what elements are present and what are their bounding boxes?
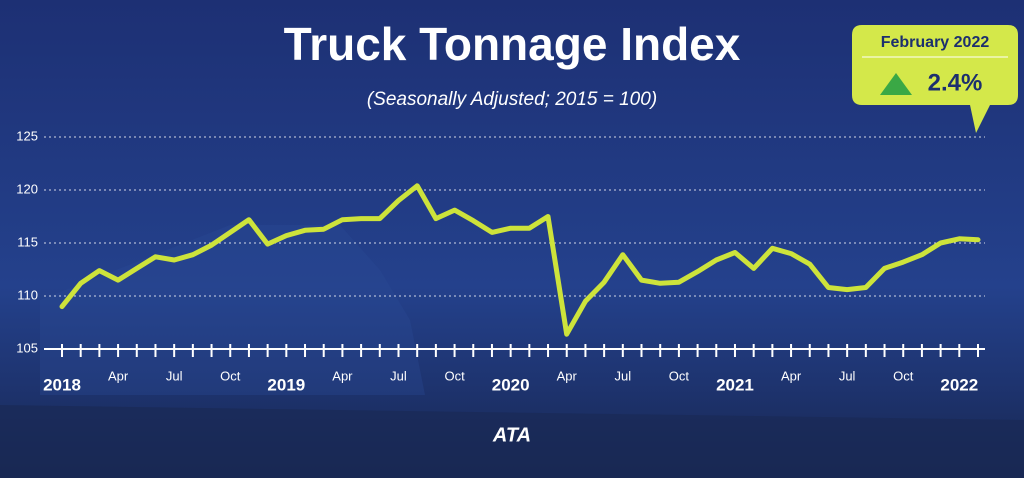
y-tick-label: 115 bbox=[17, 234, 38, 249]
y-tick-label: 125 bbox=[16, 128, 38, 143]
chart-subtitle: (Seasonally Adjusted; 2015 = 100) bbox=[367, 89, 657, 110]
y-tick-label: 120 bbox=[16, 181, 38, 196]
x-tick-label: Oct bbox=[669, 368, 690, 383]
x-tick-label: Jul bbox=[615, 368, 632, 383]
up-arrow bbox=[880, 73, 912, 95]
x-tick-label: Jul bbox=[390, 368, 407, 383]
x-tick-label: 2020 bbox=[492, 375, 530, 394]
data-line bbox=[59, 183, 981, 337]
callout-label: February 2022 bbox=[881, 34, 990, 51]
x-tick-label: 2022 bbox=[940, 375, 978, 394]
road bbox=[0, 405, 1024, 478]
logo: ATA bbox=[492, 424, 531, 446]
x-tick-label: Apr bbox=[781, 368, 802, 383]
x-tick-label: 2018 bbox=[43, 375, 81, 394]
x-tick-label: 2019 bbox=[267, 375, 305, 394]
x-tick-label: Oct bbox=[893, 368, 914, 383]
x-tick-label: Oct bbox=[444, 368, 465, 383]
x-tick-label: Oct bbox=[220, 368, 241, 383]
x-tick-label: 2021 bbox=[716, 375, 754, 394]
chart-title: Truck Tonnage Index bbox=[284, 18, 741, 70]
x-tick-label: Apr bbox=[108, 368, 129, 383]
x-tick-label: Jul bbox=[166, 368, 183, 383]
callout-value: 2.4% bbox=[928, 69, 983, 96]
x-tick-label: Jul bbox=[839, 368, 856, 383]
y-tick-label: 105 bbox=[16, 340, 38, 355]
callout-box bbox=[852, 25, 1018, 133]
x-tick-label: Apr bbox=[332, 368, 353, 383]
x-tick-label: Apr bbox=[557, 368, 578, 383]
y-tick-label: 110 bbox=[17, 287, 38, 302]
